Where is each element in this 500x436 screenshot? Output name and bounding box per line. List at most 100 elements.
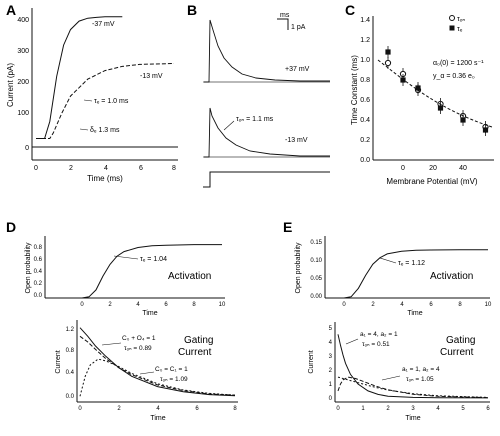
panel-c-equation-2: y_α = 0.36 e₀ (433, 73, 475, 80)
panel-a: A 400 300 200 100 0 0 2 4 6 8 Time (ms) … (6, 2, 178, 183)
panel-a-xtick: 0 (34, 165, 38, 172)
panel-a-leader (83, 99, 93, 102)
panel-c-legend-filled-marker (449, 25, 455, 31)
panel-d-bottom-xlabel: Time (150, 415, 165, 422)
data-point-tau-a (482, 127, 489, 133)
panel-e-bottom-xtick: 4 (436, 406, 440, 412)
series-line (337, 334, 489, 399)
panel-e-top-ytick: 0.15 (310, 240, 322, 246)
panel-c-xtick: 20 (429, 165, 437, 172)
panel-d-bottom-ytick: 0.4 (66, 370, 75, 376)
panel-c-legend-open: τₒₙ (457, 16, 465, 23)
panel-e-bottom-title-2: Current (440, 347, 474, 358)
panel-d-bottom-ytick: 0.0 (66, 394, 75, 400)
data-point-tau-a (460, 117, 466, 123)
panel-b-voltage-step (203, 171, 330, 188)
panel-a-ytick: 100 (17, 110, 29, 117)
panel-d-top-xtick: 4 (136, 302, 140, 308)
trace-minus-13 (204, 107, 330, 158)
panel-e-bottom-xtick: 0 (336, 406, 340, 412)
panel-d-bottom-xtick: 4 (156, 406, 160, 412)
panel-e-bottom-xtick: 1 (361, 406, 365, 412)
panel-d-bottom-ytick: 1.2 (66, 327, 75, 333)
panel-c-xtick: 0 (401, 165, 405, 172)
panel-b-leader (223, 120, 235, 131)
panel-e-bottom-leader (345, 338, 359, 345)
panel-a-ytick: 300 (17, 48, 29, 55)
panel-e-bottom-ylabel: Current (308, 350, 315, 373)
panel-e-bottom-ann-2a: a₁ = 1, a₂ = 4 (402, 366, 440, 373)
panel-e-bottom-ann-2b: τₒₙ = 1.05 (406, 376, 434, 383)
panel-c-ytick: 1.4 (360, 17, 370, 24)
panel-d-bottom-xtick: 0 (78, 406, 82, 412)
panel-a-leader (79, 128, 89, 131)
panel-a-ann-tau: τₑ = 1.0 ms (94, 98, 129, 105)
panel-d-top-ylabel: Open probability (25, 242, 32, 293)
panel-d-bottom-traces (79, 327, 236, 397)
panel-d-bottom-xtick: 8 (233, 406, 237, 412)
series-line (79, 335, 236, 396)
panel-e-top-traces (343, 249, 488, 299)
panel-b-label-tau: τₒₙ = 1.1 ms (236, 116, 274, 123)
panel-e-bottom-ytick: 4 (329, 340, 333, 346)
panel-e-top-ytick: 0.10 (310, 258, 322, 264)
panel-d-top-ytick: 0.2 (34, 281, 43, 287)
panel-e-bottom-ytick: 2 (329, 368, 333, 374)
panel-a-ytick: 400 (17, 17, 29, 24)
panel-d-top-tau: τₑ = 1.04 (140, 256, 167, 263)
panel-b-scale-current: 1 pA (291, 24, 306, 31)
panel-c-ylabel: Time Constant (ms) (350, 55, 359, 125)
panel-d-top-xtick: 8 (192, 302, 196, 308)
panel-a-xtick: 8 (172, 165, 176, 172)
panel-c-ytick: 0.4 (360, 117, 370, 124)
panel-e-top-ytick: 0.00 (310, 294, 322, 300)
panel-c: C 1.4 1.2 1.0 0.8 0.6 0.4 0.2 0.0 0 20 4… (345, 2, 494, 186)
panel-e-bottom-traces (337, 334, 489, 399)
fit-curve (377, 59, 493, 128)
panel-e-top-xtick: 8 (458, 302, 462, 308)
panel-d-top-ytick: 0.8 (34, 245, 43, 251)
panel-d-bottom-leader (101, 342, 122, 346)
panel-a-ann-v37: -37 mV (92, 21, 115, 28)
panel-c-ytick: 1.2 (360, 37, 370, 44)
panel-e-top-xtick: 6 (429, 302, 433, 308)
panel-d-top-title: Activation (168, 271, 211, 282)
panel-d-bottom-xtick: 2 (117, 406, 121, 412)
panel-d-bottom-ann-2a: C₀ = C₁ = 1 (155, 366, 188, 373)
panel-a-ytick: 0 (25, 145, 29, 152)
series-line (36, 63, 175, 139)
panel-e-top-xtick: 0 (342, 302, 346, 308)
panel-d-bottom-title-1: Gating (184, 335, 213, 346)
panel-a-xlabel: Time (ms) (87, 174, 123, 183)
panel-a-traces (36, 16, 175, 139)
panel-e-bottom-leader (381, 375, 401, 381)
panel-c-xlabel: Membrane Potential (mV) (386, 177, 477, 186)
panel-d-bottom-ytick: 0.8 (66, 348, 75, 354)
panel-d-bottom-title-2: Current (178, 347, 212, 358)
panel-c-ytick: 0.2 (360, 137, 370, 144)
series-line (79, 327, 236, 397)
panel-e-bottom-xtick: 6 (486, 406, 490, 412)
panel-e-top-title: Activation (430, 271, 473, 282)
panel-e-bottom-ytick: 3 (329, 354, 333, 360)
panel-e-top-tau: τₑ = 1.12 (398, 260, 425, 267)
panel-a-xtick: 2 (69, 165, 73, 172)
panel-c-ytick: 0.0 (360, 157, 370, 164)
panel-b-scale-bar (277, 18, 289, 30)
panel-e-bottom-title-1: Gating (446, 335, 475, 346)
panel-e-top-ytick: 0.05 (310, 276, 322, 282)
panel-d-bottom-ylabel: Current (55, 350, 62, 373)
panel-d-top-xlabel: Time (142, 310, 157, 317)
panel-letter-b: B (187, 2, 197, 18)
panel-b: B ms 1 pA +37 mV -13 mV τₒₙ = 1.1 ms (187, 2, 330, 188)
data-point-tau-a (385, 49, 391, 55)
panel-b-label-m13: -13 mV (285, 137, 308, 144)
panel-e-bottom-ytick: 5 (329, 326, 333, 332)
panel-d-top-ytick: 0.6 (34, 257, 43, 263)
panel-e-bottom-xtick: 3 (411, 406, 415, 412)
panel-d-top-ytick: 0.4 (34, 269, 43, 275)
panel-e-bottom-xtick: 2 (386, 406, 390, 412)
panel-e-bottom-ytick: 0 (329, 396, 333, 402)
series-line (36, 16, 123, 139)
